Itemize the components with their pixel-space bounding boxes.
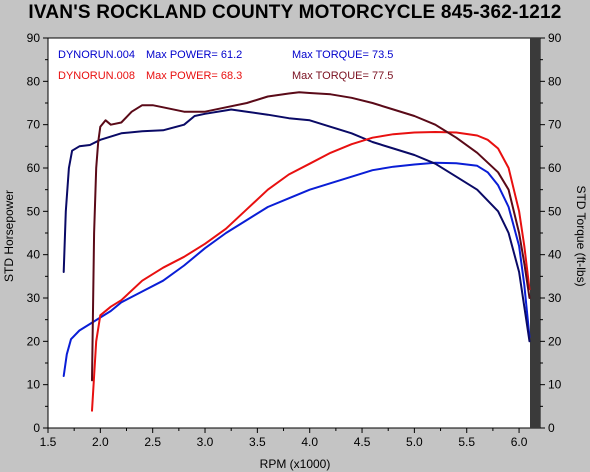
x-tick-label: 3.0 [197, 435, 214, 449]
y-tick-label-right: 70 [548, 118, 562, 132]
y-tick-label-left: 40 [27, 248, 41, 262]
y-tick-label-left: 0 [33, 421, 40, 435]
x-tick-label: 2.0 [92, 435, 109, 449]
y-tick-label-left: 80 [27, 74, 41, 88]
series-line-tq008 [91, 91, 531, 382]
y-tick-label-right: 40 [548, 248, 562, 262]
y-tick-label-right: 10 [548, 378, 562, 392]
y-tick-label-left: 10 [27, 378, 41, 392]
x-tick-label: 3.5 [249, 435, 266, 449]
y-tick-label-left: 20 [27, 334, 41, 348]
legend-run-008: DYNORUN.008 [58, 70, 135, 82]
plot-edge-shade [530, 38, 540, 428]
y-tick-label-left: 30 [27, 291, 41, 305]
x-axis-label: RPM (x1000) [260, 457, 331, 471]
axes: 1.5 2.0 2.5 3.0 3.5 4.0 4.5 5.0 5.5 6.0 0 0 10 10 20 20… [27, 31, 562, 449]
y-tick-label-right: 0 [548, 421, 555, 435]
x-tick-label: 4.0 [301, 435, 318, 449]
legend-power-008: Max POWER= 68.3 [146, 70, 242, 82]
y-tick-label-left: 90 [27, 31, 41, 45]
y-axis-label-right: STD Torque (ft-lbs) [574, 185, 588, 286]
y-tick-label-left: 50 [27, 204, 41, 218]
y-tick-label-right: 60 [548, 161, 562, 175]
y-tick-label-right: 20 [548, 334, 562, 348]
series-line-hp008 [91, 131, 531, 412]
y-tick-label-left: 70 [27, 118, 41, 132]
y-tick-label-right: 30 [548, 291, 562, 305]
plot-area [47, 37, 541, 429]
x-tick-label: 6.0 [511, 435, 528, 449]
y-tick-label-right: 90 [548, 31, 562, 45]
legend-run-004: DYNORUN.004 [58, 49, 135, 61]
x-tick-label: 4.5 [354, 435, 371, 449]
legend-torque-004: Max TORQUE= 73.5 [292, 49, 393, 61]
x-tick-label: 5.5 [458, 435, 475, 449]
series-lines [62, 91, 531, 412]
y-axis-label-left: STD Horsepower [2, 190, 16, 282]
y-tick-label-right: 50 [548, 204, 562, 218]
series-line-tq004 [62, 108, 531, 343]
y-tick-label-right: 80 [548, 74, 562, 88]
chart-title: IVAN'S ROCKLAND COUNTY MOTORCYCLE 845-36… [28, 2, 562, 23]
legend-power-004: Max POWER= 61.2 [146, 49, 242, 61]
legend-torque-008: Max TORQUE= 77.5 [292, 70, 393, 82]
x-tick-label: 5.0 [406, 435, 423, 449]
x-tick-label: 1.5 [40, 435, 57, 449]
x-tick-label: 2.5 [144, 435, 161, 449]
y-tick-label-left: 60 [27, 161, 41, 175]
